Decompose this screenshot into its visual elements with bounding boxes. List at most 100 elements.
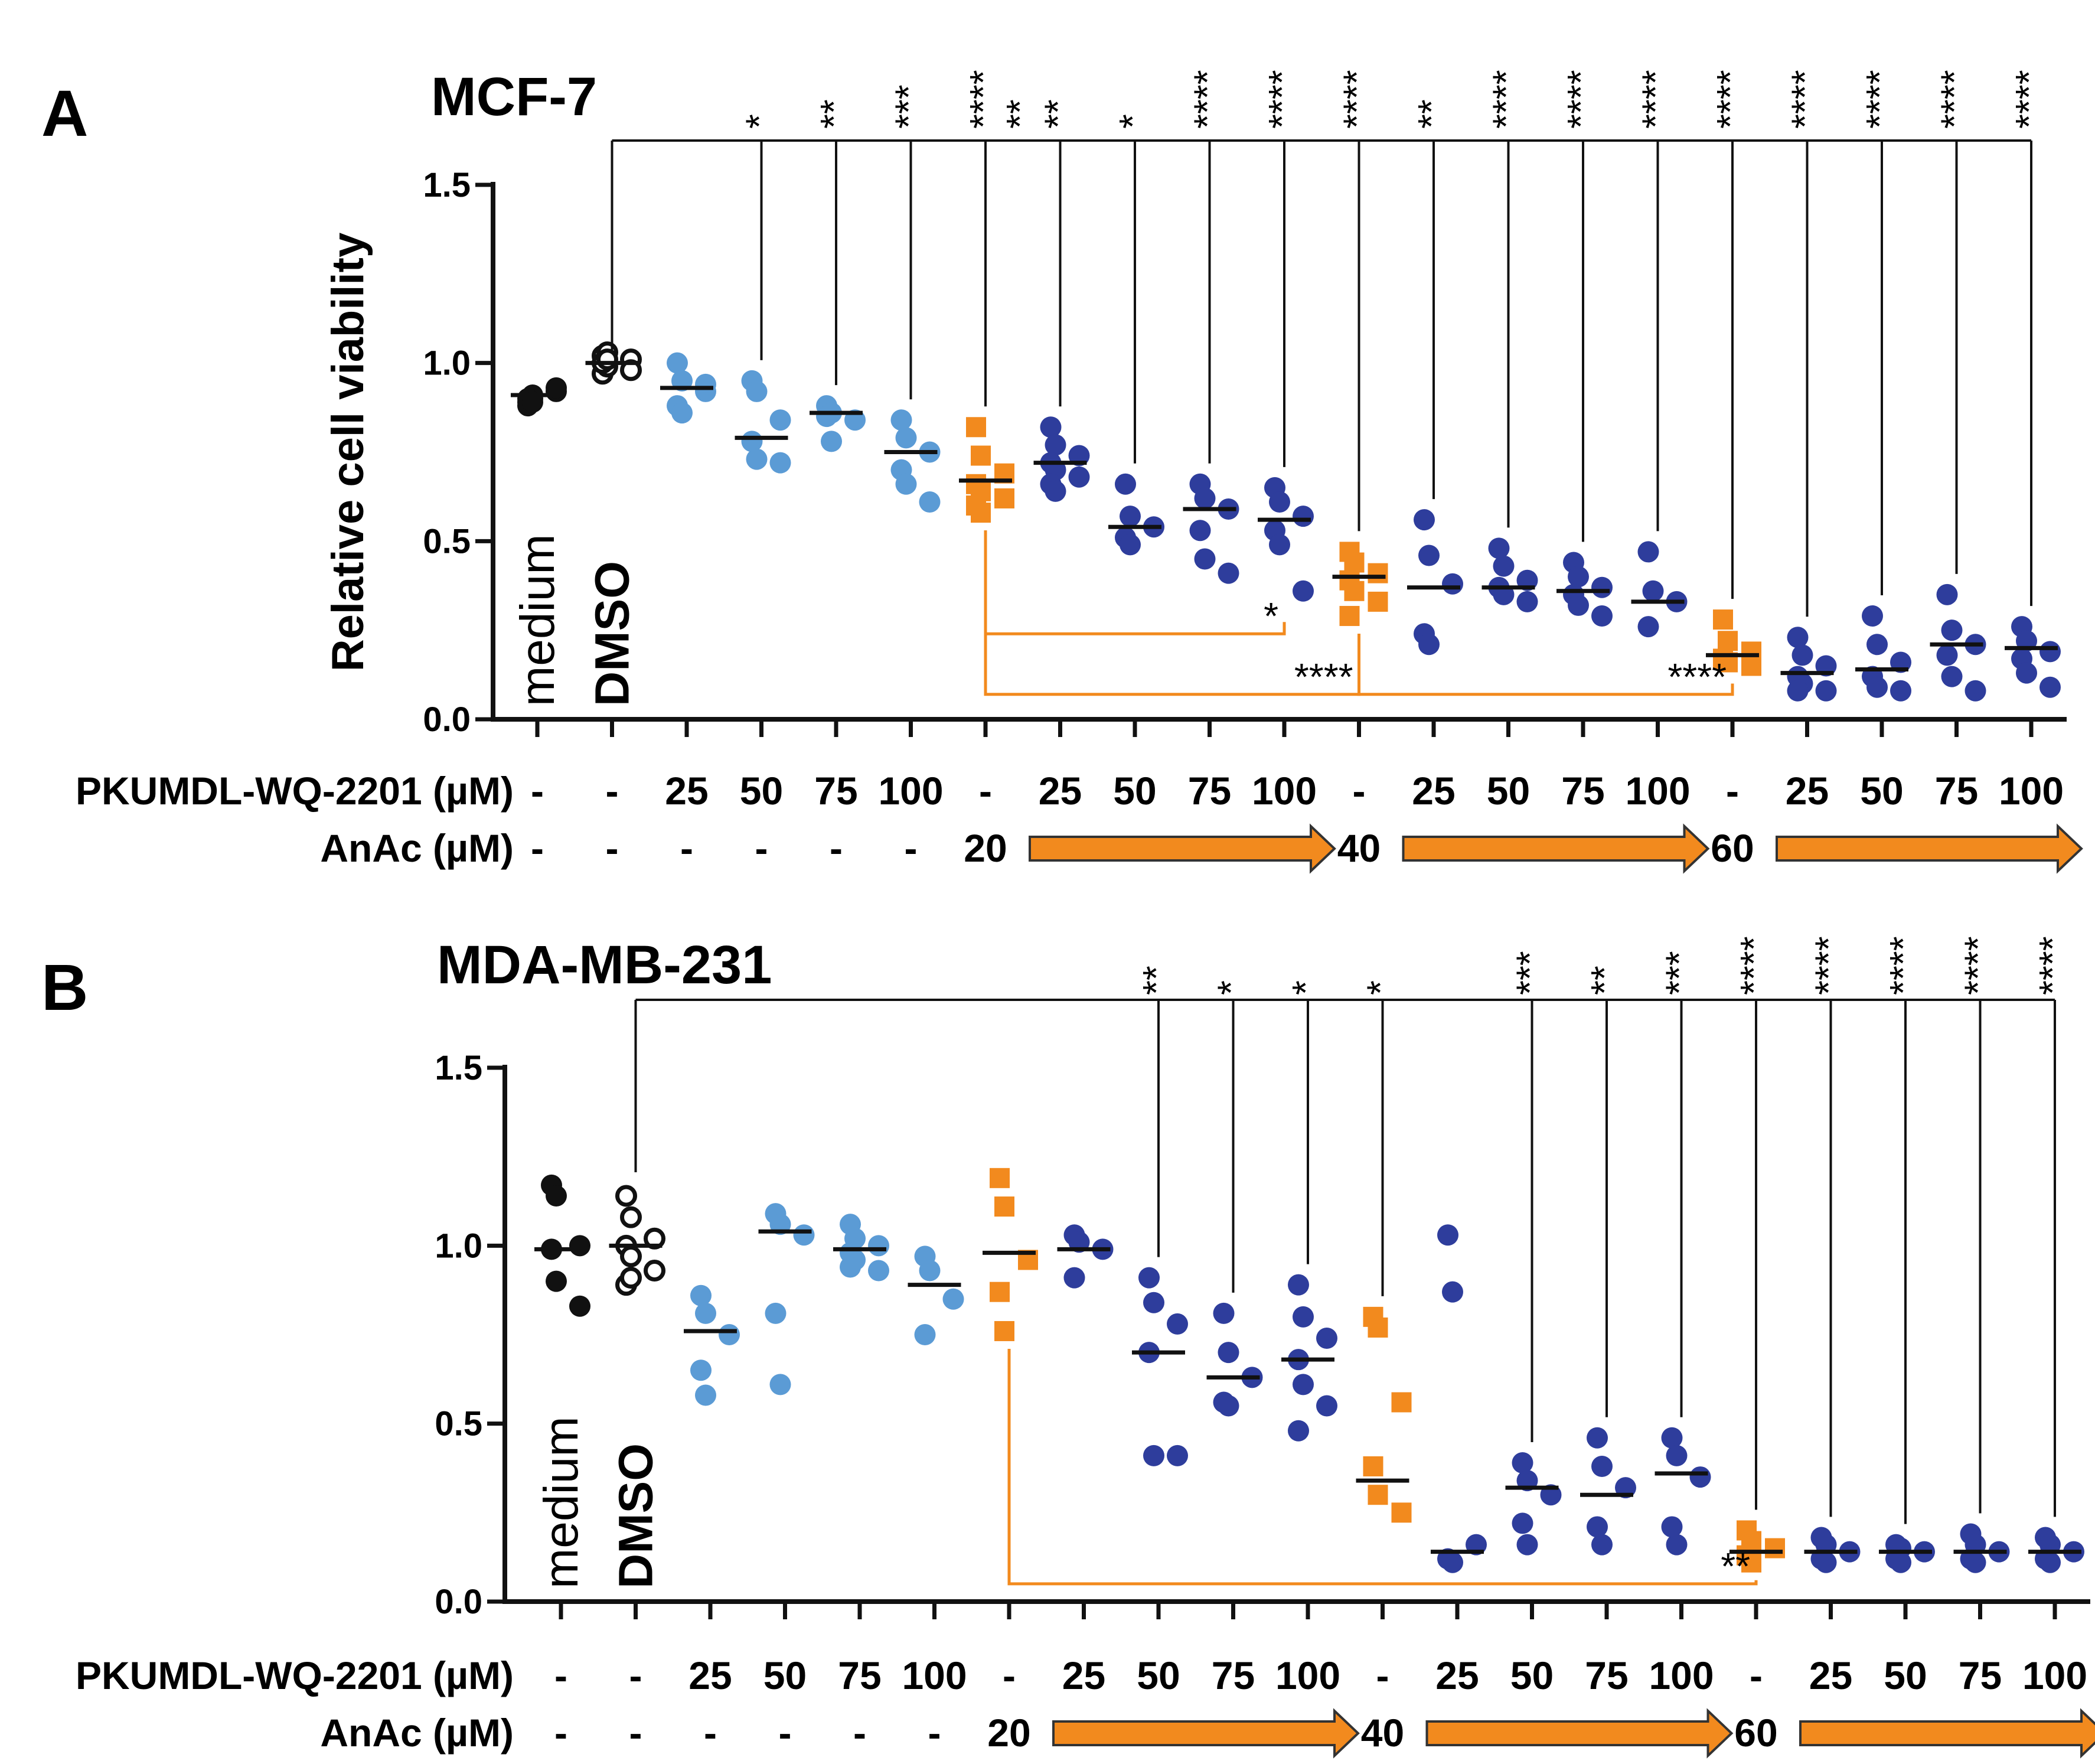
significance-stars: *	[1210, 980, 1252, 995]
anac-row-label: AnAc (µM)	[320, 826, 514, 870]
data-point	[1442, 1281, 1463, 1303]
data-point	[1339, 606, 1360, 627]
data-point	[1765, 1538, 1785, 1558]
anac-dose: -	[680, 826, 693, 870]
pkumdl-dose: 75	[814, 769, 857, 813]
significance-stars: ****	[1186, 70, 1229, 129]
anac-dose: -	[905, 826, 918, 870]
orange-bracket	[1357, 634, 1734, 696]
pkumdl-dose: -	[554, 1654, 567, 1697]
data-point	[1316, 1328, 1337, 1349]
y-tick-label: 1.5	[435, 1049, 482, 1087]
significance-stars: *	[1359, 980, 1402, 995]
y-tick-label: 1.0	[423, 344, 471, 383]
data-point	[1045, 434, 1066, 456]
anac-dose: -	[629, 1711, 642, 1755]
significance-stars: ****	[1858, 70, 1901, 129]
data-point	[746, 448, 768, 470]
data-point	[1120, 506, 1141, 527]
pkumdl-dose: -	[629, 1654, 642, 1697]
pkumdl-dose: 50	[763, 1654, 807, 1697]
data-point	[1890, 1551, 1911, 1573]
data-point	[746, 380, 768, 402]
orange-significance-stars: ****	[1294, 656, 1353, 698]
significance-stars: ****	[2031, 936, 2074, 995]
data-point	[868, 1260, 889, 1282]
data-point	[1194, 548, 1216, 570]
data-point	[1293, 506, 1314, 527]
y-tick-label: 0.0	[435, 1583, 482, 1621]
data-point	[1115, 473, 1136, 495]
data-point	[741, 431, 763, 452]
data-point	[1189, 520, 1211, 542]
significance-stars: ***	[1509, 951, 1551, 995]
pkumdl-dose: 25	[1435, 1654, 1479, 1697]
vertical-label-medium: medium	[511, 534, 564, 706]
data-point	[1866, 634, 1888, 656]
data-point	[620, 1206, 642, 1228]
data-point	[990, 1168, 1010, 1188]
pkumdl-dose: 50	[740, 769, 783, 813]
data-point	[1143, 1445, 1164, 1466]
data-point	[769, 452, 791, 474]
significance-stars: ****	[1933, 70, 1976, 129]
pkumdl-dose: -	[979, 769, 992, 813]
data-point	[546, 1185, 567, 1207]
data-point	[1068, 466, 1090, 488]
orange-significance-stars: **	[1721, 1545, 1750, 1587]
data-point	[1741, 656, 1761, 676]
y-tick-label: 0.5	[423, 522, 471, 560]
data-point	[1587, 1516, 1608, 1538]
data-point	[895, 473, 917, 495]
data-point	[546, 1270, 567, 1292]
data-point	[695, 1384, 716, 1406]
data-point	[971, 503, 991, 523]
data-point	[1965, 680, 1986, 702]
data-point	[1516, 591, 1538, 612]
pkumdl-dose: 100	[1252, 769, 1317, 813]
pkumdl-dose: 75	[1585, 1654, 1628, 1697]
y-tick-label: 1.0	[435, 1227, 482, 1265]
data-point	[1713, 609, 1733, 630]
pkumdl-dose: 25	[1809, 1654, 1852, 1697]
anac-dose: 60	[1711, 826, 1754, 870]
pkumdl-dose: 75	[1959, 1654, 2002, 1697]
pkumdl-dose: 75	[1188, 769, 1231, 813]
data-point	[1488, 537, 1510, 559]
pkumdl-row-label: PKUMDL-WQ-2201 (µM)	[76, 1654, 514, 1697]
data-point	[1138, 1267, 1160, 1289]
data-point	[1368, 1317, 1388, 1338]
data-point	[1493, 555, 1515, 577]
data-point	[1587, 1427, 1608, 1449]
data-point	[1666, 1534, 1688, 1556]
pkumdl-dose: 100	[878, 769, 943, 813]
pkumdl-dose: 75	[838, 1654, 881, 1697]
data-point	[1661, 1427, 1683, 1449]
anac-dose: 40	[1337, 826, 1381, 870]
pkumdl-dose: -	[1726, 769, 1739, 813]
significance-stars: ***	[1658, 951, 1701, 995]
significance-stars: ****	[1709, 70, 1751, 129]
anac-dose: 60	[1734, 1711, 1777, 1755]
anac-dose: -	[853, 1711, 866, 1755]
data-point	[769, 1374, 791, 1395]
dose-arrow	[1799, 1708, 2095, 1759]
significance-stars: ****	[1485, 70, 1528, 129]
data-point	[1293, 1306, 1314, 1328]
anac-dose: -	[779, 1711, 792, 1755]
data-point	[1063, 1267, 1085, 1289]
data-point	[1642, 580, 1664, 602]
data-point	[1661, 1516, 1683, 1538]
pkumdl-dose: 100	[902, 1654, 967, 1697]
significance-stars: ****	[1559, 70, 1602, 129]
data-point	[1862, 605, 1883, 627]
data-point	[1718, 631, 1738, 651]
pkumdl-dose: 50	[1487, 769, 1530, 813]
data-point	[1512, 1512, 1533, 1534]
significance-stars: ****	[962, 70, 1004, 129]
data-point	[1787, 627, 1809, 648]
anac-dose: -	[704, 1711, 717, 1755]
panel-letter-a: A	[41, 77, 88, 150]
data-point	[596, 348, 618, 371]
significance-stars: **	[1135, 966, 1177, 995]
